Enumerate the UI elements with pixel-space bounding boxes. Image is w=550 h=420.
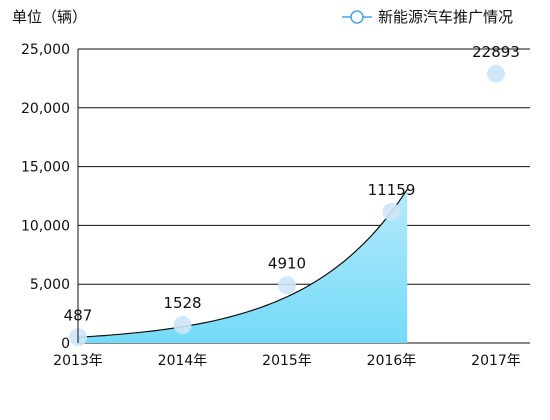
x-tick-label: 2015年 xyxy=(262,353,312,369)
x-axis-ticks: 2013年 2014年 2015年 2016年 2017年 xyxy=(53,353,521,369)
y-tick-label: 10,000 xyxy=(21,218,70,234)
data-point xyxy=(487,64,505,83)
trend-line xyxy=(77,189,408,338)
data-label: 1528 xyxy=(163,294,201,312)
area-layer xyxy=(77,189,408,343)
y-tick-label: 25,000 xyxy=(21,42,70,58)
data-points xyxy=(69,64,505,347)
legend-label: 新能源汽车推广情况 xyxy=(378,8,513,26)
x-tick-label: 2013年 xyxy=(53,353,103,369)
y-tick-label: 0 xyxy=(61,336,70,352)
legend-marker xyxy=(350,10,364,24)
data-point xyxy=(173,316,192,335)
data-point xyxy=(278,276,296,295)
data-point xyxy=(382,202,401,221)
area-fill xyxy=(78,189,408,343)
x-tick-label: 2016年 xyxy=(367,353,417,369)
legend: 新能源汽车推广情况 xyxy=(342,8,513,26)
data-label: 11159 xyxy=(368,181,416,199)
data-label: 22893 xyxy=(472,43,520,61)
data-label: 4910 xyxy=(268,254,306,272)
y-tick-label: 5,000 xyxy=(30,277,70,293)
x-tick-label: 2017年 xyxy=(471,353,521,369)
unit-label: 单位（辆） xyxy=(12,8,87,26)
y-tick-label: 15,000 xyxy=(21,160,70,176)
y-axis-ticks: 0 5,000 10,000 15,000 20,000 25,000 xyxy=(21,42,70,352)
y-tick-label: 20,000 xyxy=(21,101,70,117)
x-tick-label: 2014年 xyxy=(158,353,208,369)
